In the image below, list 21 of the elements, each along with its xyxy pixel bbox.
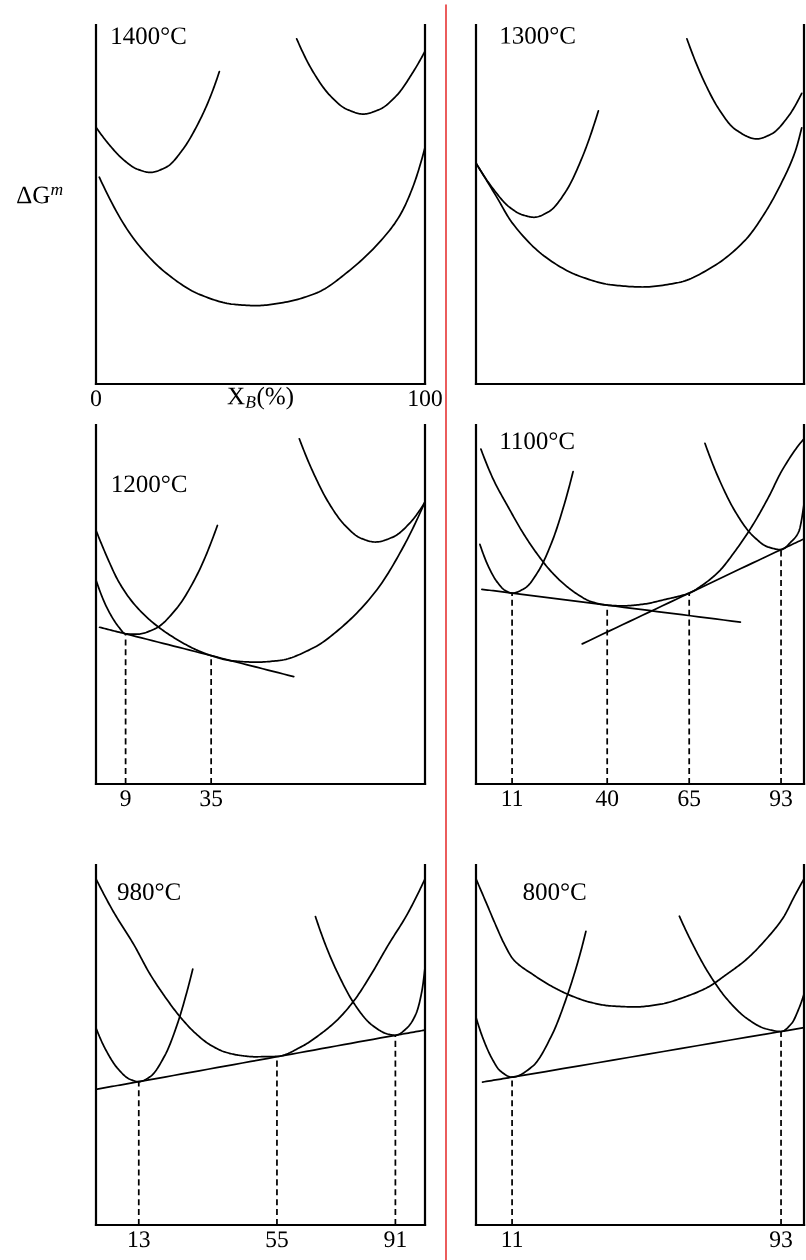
x-axis-title: X$_{B}$(%): [227, 386, 293, 410]
x-tick-label: 65: [678, 790, 701, 807]
x-tick-label: 0: [91, 390, 101, 407]
x-tick-label: 11: [502, 1231, 523, 1247]
text: 1200°C: [113, 475, 187, 493]
x-tick-label: 35: [200, 790, 223, 807]
chart-title: 1100°C: [501, 432, 574, 450]
x-tick-label: 11: [502, 790, 523, 806]
x-tick-label: 93: [769, 1231, 792, 1248]
chart-title: 1400°C: [112, 27, 186, 45]
x-tick-label: 9: [120, 790, 131, 807]
y-axis-title: ΔG$^{m}$: [17, 186, 63, 204]
x-tick-label: 93: [769, 790, 792, 807]
chart-title: 980°C: [117, 883, 180, 901]
x-tick-label: 40: [595, 790, 619, 807]
chart-title: 800°C: [523, 883, 586, 901]
x-tick-label: 55: [266, 1231, 288, 1248]
chart-title: 1300°C: [501, 26, 575, 44]
x-tick-label: 13: [129, 1231, 150, 1248]
x-tick-label: 100: [409, 390, 442, 407]
x-tick-label: 91: [384, 1231, 406, 1248]
